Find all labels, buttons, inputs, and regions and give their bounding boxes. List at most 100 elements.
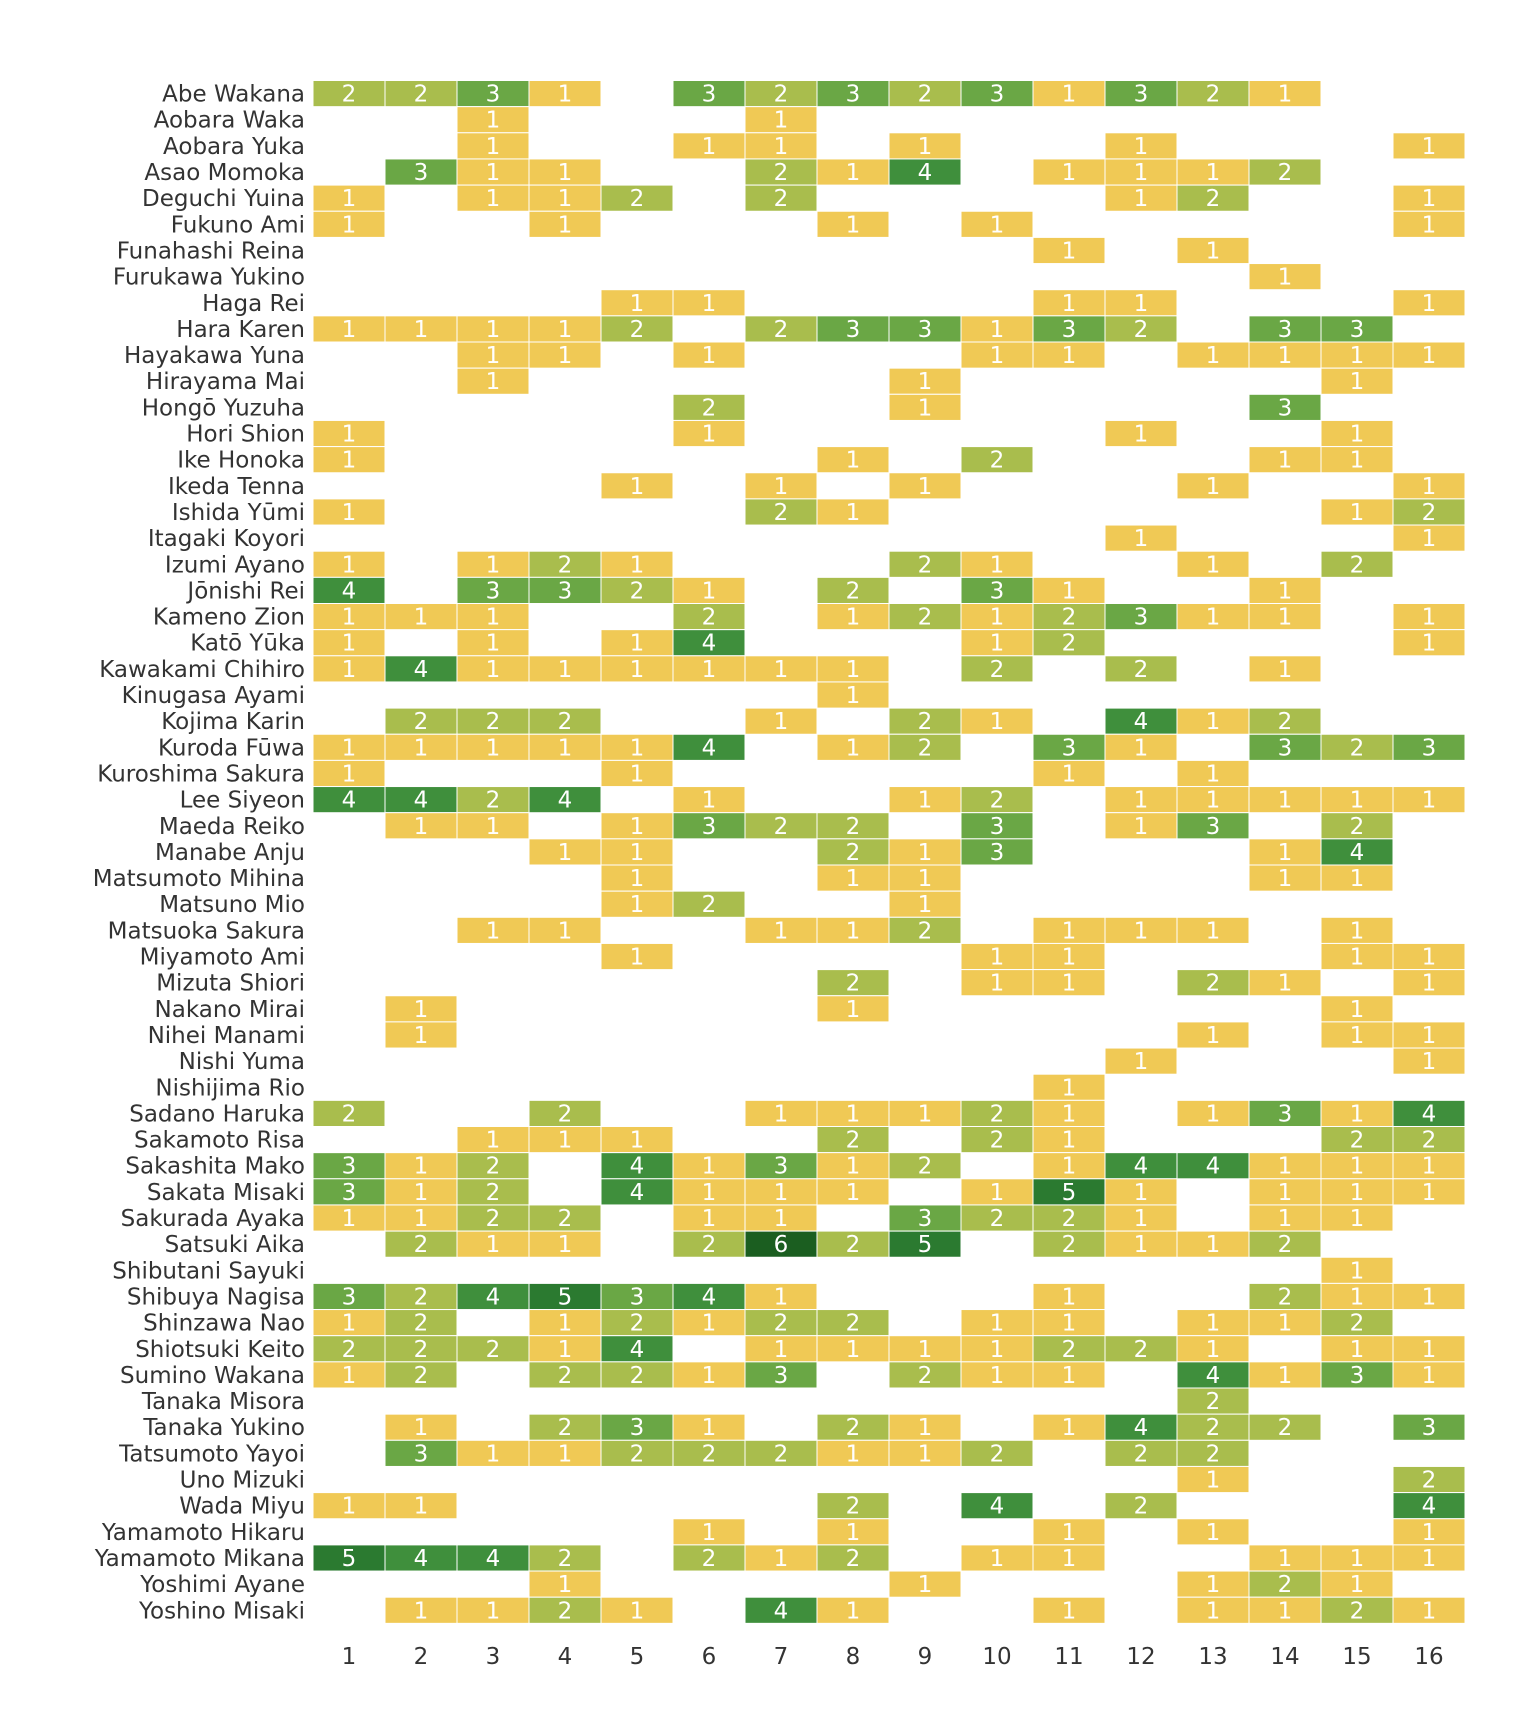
cell-value-label: 3 xyxy=(1134,82,1149,108)
cell-value-label: 1 xyxy=(1206,1468,1221,1494)
heatmap-cell xyxy=(456,786,530,814)
cell-value-label: 1 xyxy=(702,1363,717,1389)
heatmap-cell xyxy=(456,707,530,735)
heatmap-cell xyxy=(1104,132,1178,160)
heatmap-cell xyxy=(456,132,530,160)
heatmap-cell xyxy=(1392,1335,1466,1363)
cell-value-label: 1 xyxy=(1278,1363,1293,1389)
column-labels: 1 2 3 4 5 6 7 8 9 10 11 12 13 14 15 16 xyxy=(342,1644,1444,1670)
cell-value-label: 1 xyxy=(558,1311,573,1337)
cell-value-label: 1 xyxy=(1278,840,1293,866)
heatmap-cell xyxy=(744,184,818,212)
cell-value-label: 1 xyxy=(846,1337,861,1363)
cell-value-label: 2 xyxy=(486,1154,501,1180)
cell-value-label: 1 xyxy=(1134,1232,1149,1258)
heatmap-cell xyxy=(816,315,890,343)
heatmap-cell xyxy=(1392,733,1466,761)
column-label: 12 xyxy=(1126,1644,1155,1670)
heatmap-cell xyxy=(744,1230,818,1258)
heatmap-cell xyxy=(312,315,386,343)
heatmap-cell xyxy=(672,603,746,631)
heatmap-cell xyxy=(1032,1335,1106,1363)
heatmap-cell xyxy=(672,890,746,918)
cell-value-label: 2 xyxy=(846,1232,861,1258)
cell-value-label: 1 xyxy=(558,1572,573,1598)
cell-value-label: 1 xyxy=(1422,631,1437,657)
cell-value-label: 1 xyxy=(918,369,933,395)
heatmap-cell xyxy=(600,838,674,866)
cell-value-label: 2 xyxy=(702,1441,717,1467)
cell-value-label: 2 xyxy=(558,1363,573,1389)
cell-value-label: 1 xyxy=(558,212,573,238)
heatmap-cell xyxy=(1392,1465,1466,1494)
cell-value-label: 1 xyxy=(1134,918,1149,944)
heatmap-cell xyxy=(1320,995,1394,1023)
cell-value-label: 2 xyxy=(918,918,933,944)
heatmap-cell xyxy=(1176,1596,1250,1624)
heatmap-cell xyxy=(312,498,386,526)
cell-value-label: 2 xyxy=(486,1337,501,1363)
heatmap-cell xyxy=(1320,446,1394,474)
cell-value-label: 1 xyxy=(1422,788,1437,814)
row-label: Nakano Mirai xyxy=(155,997,305,1023)
heatmap-cell xyxy=(456,629,530,657)
heatmap-cell xyxy=(1320,498,1394,526)
heatmap-cell xyxy=(888,603,962,631)
heatmap-cell xyxy=(528,1309,602,1337)
heatmap-cell xyxy=(1392,942,1466,971)
cell-value-label: 3 xyxy=(990,840,1005,866)
cell-value-label: 1 xyxy=(1062,1598,1077,1624)
cell-value-label: 3 xyxy=(342,1284,357,1310)
cell-value-label: 1 xyxy=(414,997,429,1023)
cell-value-label: 1 xyxy=(846,160,861,186)
heatmap-cell xyxy=(456,733,530,761)
heatmap-cell xyxy=(528,1230,602,1258)
cell-value-label: 4 xyxy=(630,1154,645,1180)
cell-value-label: 1 xyxy=(486,1128,501,1154)
cell-value-label: 1 xyxy=(414,1154,429,1180)
cell-value-label: 1 xyxy=(558,1232,573,1258)
cell-value-label: 1 xyxy=(1278,1206,1293,1232)
heatmap-cell xyxy=(1104,1178,1178,1206)
heatmap-cell xyxy=(456,1152,530,1180)
column-label: 10 xyxy=(982,1644,1011,1670)
cell-value-label: 2 xyxy=(1206,1389,1221,1415)
heatmap-cell xyxy=(816,498,890,526)
cell-value-label: 1 xyxy=(1350,1572,1365,1598)
heatmap-cell xyxy=(1320,838,1394,866)
cell-value-label: 2 xyxy=(918,552,933,578)
column-label: 7 xyxy=(774,1644,789,1670)
heatmap-cell xyxy=(888,158,962,186)
column-label: 16 xyxy=(1414,1644,1443,1670)
cell-value-label: 1 xyxy=(990,212,1005,238)
heatmap-cell xyxy=(960,786,1034,814)
heatmap-cell xyxy=(528,1361,602,1389)
heatmap-cell xyxy=(600,1439,674,1467)
cell-value-label: 1 xyxy=(414,1206,429,1232)
heatmap-cell xyxy=(1032,1204,1106,1232)
heatmap-cell xyxy=(744,498,818,526)
heatmap-cell xyxy=(816,446,890,474)
cell-value-label: 2 xyxy=(630,578,645,604)
row-label: Aobara Yuka xyxy=(163,134,305,160)
heatmap-cell xyxy=(744,132,818,160)
cell-value-label: 1 xyxy=(1350,866,1365,892)
heatmap-cell xyxy=(1248,315,1322,343)
cell-value-label: 4 xyxy=(342,578,357,604)
cell-value-label: 2 xyxy=(342,82,357,108)
heatmap-cell xyxy=(744,1204,818,1232)
cell-value-label: 4 xyxy=(1206,1363,1221,1389)
cell-value-label: 1 xyxy=(846,448,861,474)
heatmap-cell xyxy=(312,1204,386,1232)
cell-value-label: 1 xyxy=(774,1206,789,1232)
cell-value-label: 2 xyxy=(774,186,789,212)
heatmap-cell xyxy=(1248,864,1322,892)
heatmap-cell xyxy=(888,393,962,421)
cell-value-label: 1 xyxy=(1422,605,1437,631)
cell-value-label: 1 xyxy=(990,631,1005,657)
heatmap-cell xyxy=(312,629,386,657)
row-label: Kuroda Fūwa xyxy=(158,735,305,761)
cell-value-label: 2 xyxy=(558,552,573,578)
heatmap-cell xyxy=(1176,603,1250,631)
heatmap-cell xyxy=(1032,1361,1106,1389)
